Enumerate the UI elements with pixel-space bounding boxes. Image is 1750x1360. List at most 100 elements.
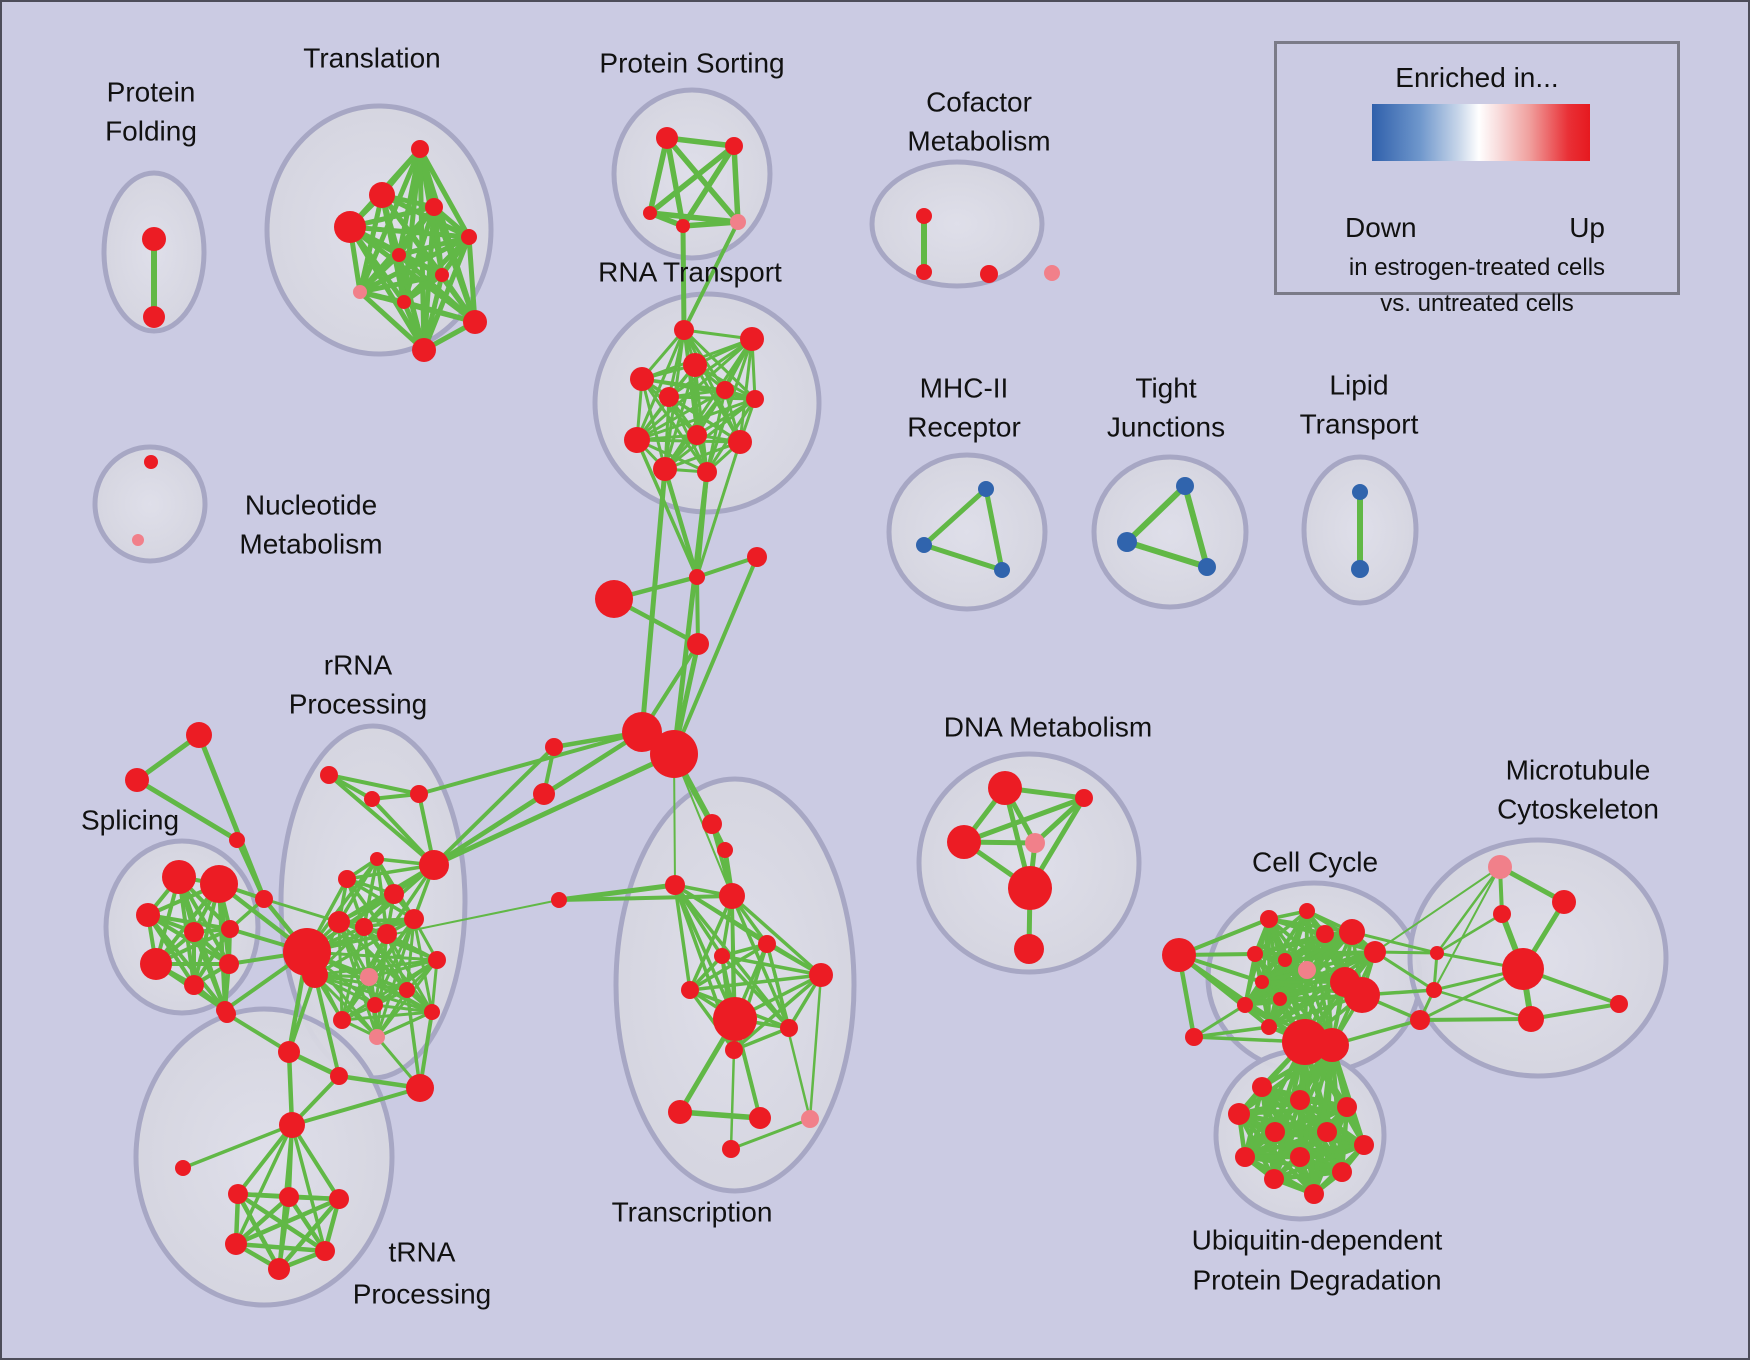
network-edge [306,899,560,953]
gene-set-node-sp3 [136,903,160,927]
gene-set-node-tn2 [278,1041,300,1063]
network-edge [1271,1042,1335,1182]
network-edge [146,913,232,931]
gene-set-node-tx9 [668,1100,692,1124]
network-edge [635,397,757,442]
network-edge [688,942,769,992]
network-edge [286,1194,328,1254]
network-edge [720,954,791,1030]
network-edge [672,555,759,756]
gene-set-node-cc13 [1255,975,1269,989]
network-edge [680,143,737,229]
gene-set-node-mt1 [1488,855,1512,879]
gene-set-node-cc9 [1339,919,1365,945]
gene-set-node-tn6 [175,1160,191,1176]
gene-set-node-tj3 [1198,558,1216,576]
gene-set-node-tx4 [714,948,730,964]
gene-set-node-mtc2 [1426,982,1442,998]
gene-set-node-ub5 [1265,1122,1285,1142]
network-edge [357,252,402,295]
gene-set-node-mt5 [1610,995,1628,1013]
gene-set-node-ub4 [1228,1103,1250,1125]
network-edge [181,1123,294,1170]
network-edge [738,337,754,444]
gene-set-node-ub6 [1317,1122,1337,1142]
cluster-label-ubiquitin-degradation: Protein Degradation [1192,1264,1441,1295]
gene-set-node-hub1 [622,712,662,752]
network-edge [337,920,434,1014]
network-edge [401,234,472,305]
cluster-label-translation: Translation [303,42,440,73]
network-edge [1329,1042,1345,1175]
gene-set-node-tn10 [225,1233,247,1255]
network-edge [688,894,734,992]
cluster-ellipse-protein-sorting [611,87,773,261]
network-edge [1433,866,1501,991]
gene-set-node-tx1 [665,875,685,895]
network-edge [680,223,687,333]
gene-set-node-tx7 [780,1019,798,1037]
gene-set-node-ps4 [676,219,690,233]
cluster-label-tight-junctions: Junctions [1107,411,1225,442]
gene-set-node-tn12 [268,1258,290,1280]
network-edge [1260,950,1377,984]
gene-set-node-rrh2 [302,962,328,988]
gene-set-node-ch3 [595,580,633,618]
gene-set-node-cc3 [1260,910,1278,928]
cluster-ellipse-mhc-ii-receptor [886,452,1048,612]
gene-set-node-tj2 [1117,532,1137,552]
network-edge [557,894,734,902]
gene-set-node-rr2 [364,791,380,807]
cluster-label-protein-folding: Protein [107,76,196,107]
network-edge [1192,1025,1271,1039]
gene-set-node-rt4 [683,353,707,377]
network-edge [695,575,700,646]
network-edge [233,1196,342,1247]
network-edge [313,973,341,1078]
gene-set-node-ub2 [1290,1090,1310,1110]
gene-set-node-mt3 [1493,905,1511,923]
gene-set-node-rr17 [424,1004,440,1020]
network-edge [1297,1042,1335,1160]
gene-set-node-tn3 [330,1067,348,1085]
network-edge [673,883,692,992]
network-edge [647,143,737,216]
network-edge [396,234,472,258]
gene-set-node-ub3 [1337,1097,1357,1117]
network-edge [673,883,737,1021]
cluster-label-tight-junctions: Tight [1135,372,1196,403]
network-edge [680,219,741,229]
gene-set-node-rr16 [333,1011,351,1029]
gene-set-node-cch2 [1315,1028,1349,1062]
network-edge [337,920,379,1039]
legend-down-label: Down [1345,212,1417,243]
gene-set-node-cc7 [1298,961,1316,979]
gene-set-node-spt2 [125,768,149,792]
cluster-label-nucleotide-metabolism: Nucleotide [245,489,377,520]
network-edge [431,751,677,868]
network-edge [635,438,699,579]
cluster-label-cell-cycle: Cell Cycle [1252,846,1378,877]
gene-set-node-ps5 [730,214,746,230]
network-edge [134,777,240,843]
gene-set-node-rr10 [377,924,397,944]
gene-set-node-ch2 [747,547,767,567]
gene-set-node-ch4 [687,633,709,655]
cluster-label-splicing: Splicing [81,804,179,835]
network-edge [1329,1042,1367,1148]
network-edge [466,234,478,325]
gene-set-node-rr9 [355,918,373,936]
gene-set-node-tr8 [353,285,367,299]
gene-set-node-sp4 [184,922,204,942]
network-edge [401,272,445,305]
gene-set-node-tn9 [329,1189,349,1209]
network-edge [235,838,266,901]
network-edge [362,857,379,929]
network-edge [1243,950,1377,1007]
gene-set-node-cc1 [1162,938,1196,972]
network-edge [357,289,427,353]
gene-set-node-rr4 [338,870,356,888]
gene-set-node-rr11 [404,909,424,929]
network-edge [373,1003,434,1014]
